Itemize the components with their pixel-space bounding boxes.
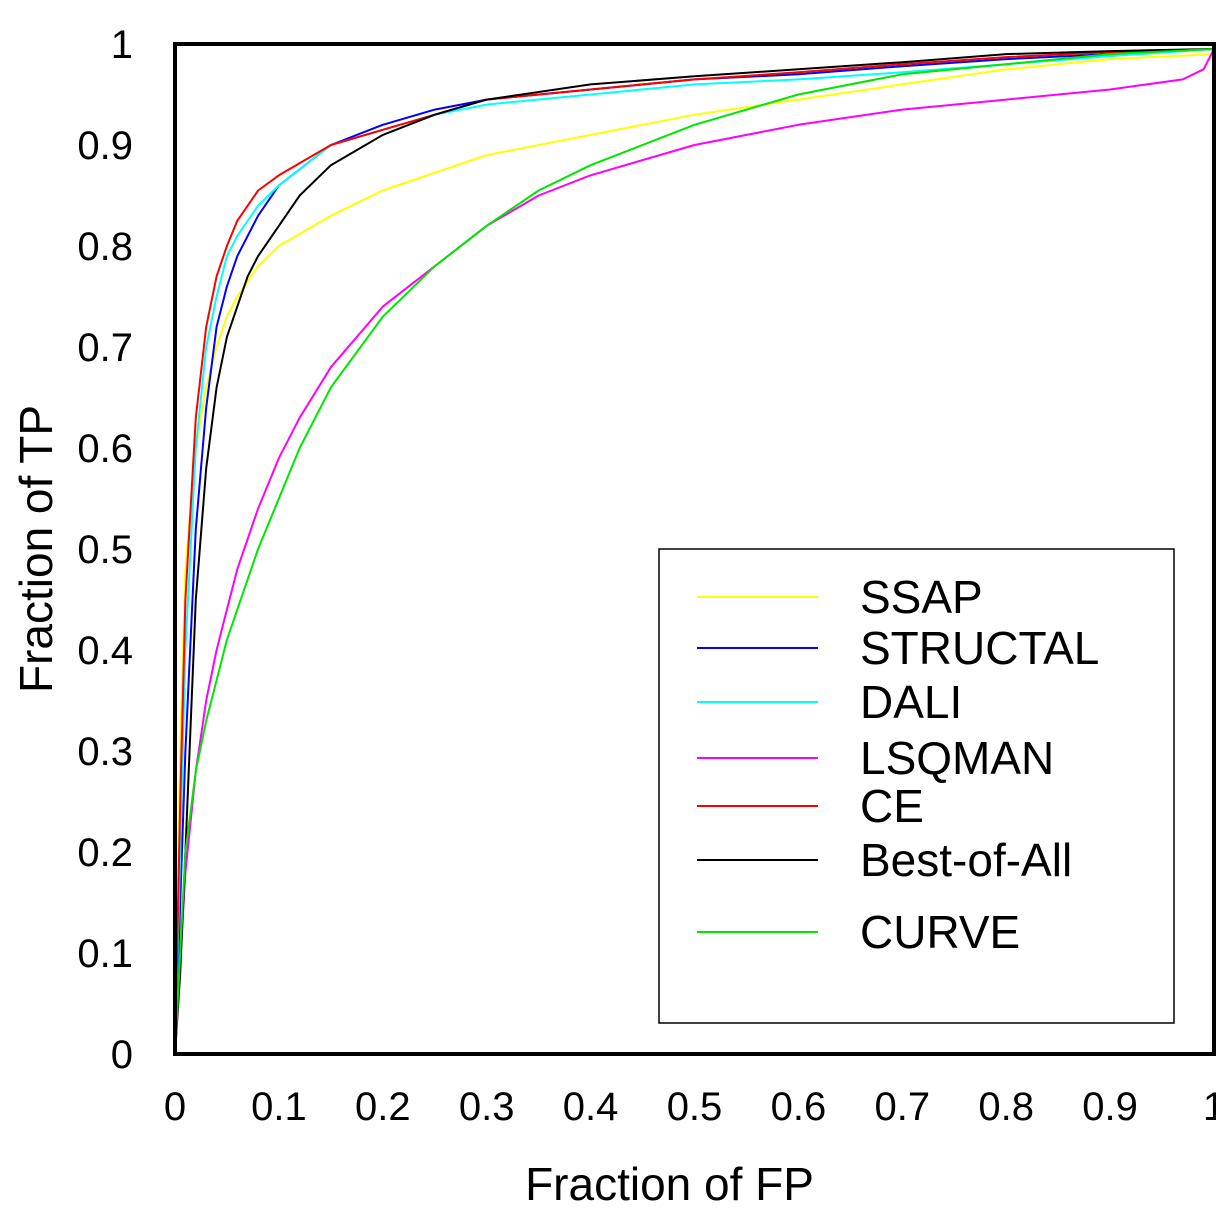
- legend-label-ssap: SSAP: [860, 571, 983, 623]
- x-tick-label: 0.7: [874, 1085, 930, 1129]
- y-tick-label: 0.4: [77, 629, 133, 673]
- x-tick-label: 0.8: [978, 1085, 1034, 1129]
- y-tick-label: 0.5: [77, 528, 133, 572]
- x-tick-label: 0: [164, 1085, 186, 1129]
- y-tick-label: 0: [111, 1033, 133, 1077]
- x-tick-label: 0.2: [355, 1085, 411, 1129]
- legend-label-ce: CE: [860, 780, 924, 832]
- x-tick-label: 0.9: [1082, 1085, 1138, 1129]
- legend-label-curve: CURVE: [860, 906, 1020, 958]
- y-axis-ticks: 0 0.1 0.2 0.3 0.4 0.5 0.6 0.7 0.8 0.9 1: [77, 23, 133, 1077]
- plot-frame: [173, 42, 1216, 1056]
- y-tick-label: 0.1: [77, 932, 133, 976]
- y-tick-label: 0.3: [77, 730, 133, 774]
- legend-label-best-of-all: Best-of-All: [860, 834, 1072, 886]
- series-line-lsqman: [174, 48, 1215, 1055]
- x-axis-title: Fraction of FP: [525, 1158, 814, 1210]
- legend-box: [658, 548, 1175, 1024]
- series-line-curve: [174, 48, 1215, 1055]
- y-tick-label: 0.7: [77, 326, 133, 370]
- y-tick-label: 0.9: [77, 124, 133, 168]
- legend-label-dali: DALI: [860, 676, 962, 728]
- x-tick-label: 0.3: [459, 1085, 515, 1129]
- legend-label-structal: STRUCTAL: [860, 622, 1099, 674]
- x-axis-ticks: 0 0.1 0.2 0.3 0.4 0.5 0.6 0.7 0.8 0.9 1: [164, 1085, 1216, 1129]
- curves-layer: [174, 48, 1215, 1055]
- y-tick-label: 0.8: [77, 225, 133, 269]
- x-tick-label: 0.6: [771, 1085, 827, 1129]
- x-tick-label: 0.1: [251, 1085, 307, 1129]
- x-tick-label: 0.5: [667, 1085, 723, 1129]
- y-tick-label: 0.6: [77, 427, 133, 471]
- legend-label-lsqman: LSQMAN: [860, 732, 1054, 784]
- y-tick-label: 1: [111, 23, 133, 67]
- x-tick-label: 1: [1203, 1085, 1216, 1129]
- series-line-ce: [174, 48, 1215, 1055]
- series-line-best-of-all: [174, 48, 1215, 1055]
- y-axis-title: Fraction of TP: [10, 405, 62, 693]
- y-tick-label: 0.2: [77, 831, 133, 875]
- x-tick-label: 0.4: [563, 1085, 619, 1129]
